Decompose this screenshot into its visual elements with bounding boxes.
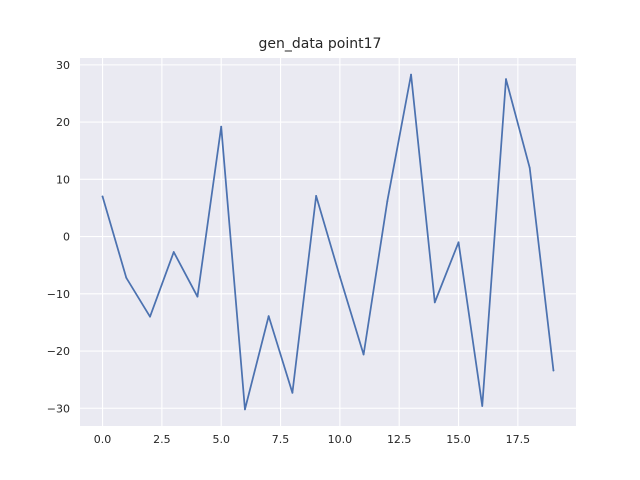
y-tick-label: −20 [47, 345, 70, 358]
y-tick-label: 10 [56, 173, 70, 186]
series-group [101, 73, 555, 411]
grid [80, 58, 576, 426]
data-point [125, 276, 128, 279]
data-point [433, 301, 436, 304]
y-tick-label: −30 [47, 402, 70, 415]
data-point [410, 73, 412, 76]
x-tick-label: 5.0 [212, 433, 230, 446]
data-point [267, 315, 270, 318]
x-tick-label: 7.5 [272, 433, 290, 446]
data-point [291, 391, 294, 394]
series-line [101, 73, 555, 411]
data-point [244, 408, 246, 411]
y-axis-ticks: −30 −20 −10 0 10 20 30 [47, 59, 70, 415]
x-tick-label: 2.5 [153, 433, 171, 446]
x-axis-ticks: 0.0 2.5 5.0 7.5 10.0 12.5 15.0 17.5 [94, 433, 530, 446]
data-point [338, 275, 341, 278]
data-point [362, 353, 365, 356]
y-tick-label: −10 [47, 288, 70, 301]
data-point [481, 405, 484, 407]
plot-area [80, 58, 576, 426]
y-tick-label: 0 [63, 231, 70, 244]
data-point [505, 78, 507, 81]
y-tick-label: 30 [56, 59, 70, 72]
x-tick-label: 0.0 [94, 433, 112, 446]
chart-title: gen_data point17 [259, 36, 382, 52]
data-point [101, 195, 104, 198]
data-point [220, 125, 223, 128]
x-tick-label: 12.5 [387, 433, 412, 446]
data-point [457, 241, 460, 244]
data-point [196, 295, 199, 298]
x-tick-label: 10.0 [328, 433, 353, 446]
x-tick-label: 17.5 [506, 433, 531, 446]
x-tick-label: 15.0 [446, 433, 471, 446]
data-point [315, 195, 318, 197]
data-point [149, 315, 151, 318]
data-point [528, 166, 531, 169]
y-tick-label: 20 [56, 116, 70, 129]
data-point [386, 200, 389, 202]
data-point [172, 251, 175, 253]
data-point [552, 369, 555, 372]
